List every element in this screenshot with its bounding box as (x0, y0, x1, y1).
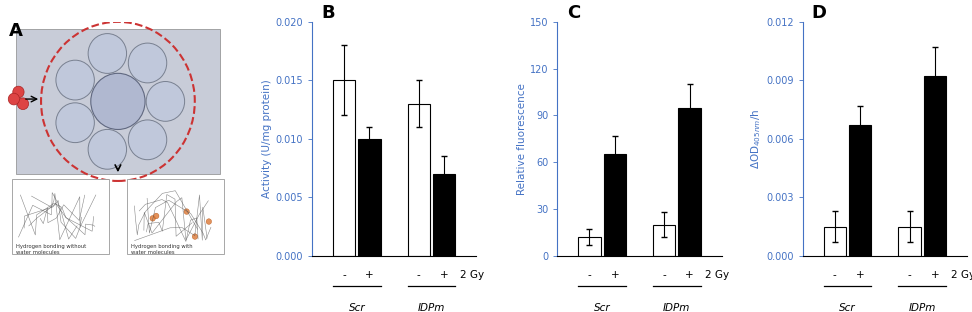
Text: 2 Gy: 2 Gy (460, 270, 484, 280)
Text: 2 Gy: 2 Gy (951, 270, 972, 280)
Bar (332, 80, 356, 256)
Text: IDPm: IDPm (663, 303, 690, 312)
Circle shape (88, 34, 126, 73)
Text: -: - (662, 270, 666, 280)
Circle shape (128, 120, 167, 160)
Bar (849, 125, 872, 256)
Text: +: + (685, 270, 694, 280)
Text: A: A (10, 22, 23, 40)
Title: C: C (567, 4, 580, 22)
Text: -: - (342, 270, 346, 280)
Circle shape (146, 81, 185, 121)
Text: +: + (440, 270, 448, 280)
Text: Scr: Scr (839, 303, 856, 312)
Text: +: + (610, 270, 619, 280)
Circle shape (90, 73, 145, 129)
Circle shape (88, 129, 126, 169)
Bar (359, 139, 381, 256)
Bar (653, 225, 676, 256)
Bar (407, 104, 430, 256)
Text: Hydrogen bonding without
water molecules: Hydrogen bonding without water molecules (17, 244, 87, 255)
Text: +: + (856, 270, 864, 280)
Circle shape (154, 213, 159, 219)
Text: +: + (930, 270, 939, 280)
Text: Hydrogen bonding with
water molecules: Hydrogen bonding with water molecules (131, 244, 193, 255)
Text: -: - (417, 270, 421, 280)
Text: 2 Gy: 2 Gy (706, 270, 729, 280)
Bar (433, 174, 456, 256)
Circle shape (184, 209, 190, 214)
Circle shape (206, 219, 212, 224)
Y-axis label: $\Delta$OD$_{405nm}$/h: $\Delta$OD$_{405nm}$/h (749, 109, 763, 169)
Text: -: - (833, 270, 837, 280)
Circle shape (56, 103, 94, 143)
Y-axis label: Activity (U/mg protein): Activity (U/mg protein) (262, 80, 272, 198)
Bar (678, 108, 701, 256)
Bar (898, 227, 920, 256)
Bar (127, 178, 225, 253)
Text: -: - (908, 270, 912, 280)
Text: -: - (587, 270, 591, 280)
Text: IDPm: IDPm (418, 303, 445, 312)
Bar (12, 178, 109, 253)
Title: D: D (812, 4, 826, 22)
Text: +: + (365, 270, 374, 280)
Bar (17, 29, 220, 174)
Text: Scr: Scr (348, 303, 365, 312)
Title: B: B (322, 4, 335, 22)
Bar (578, 237, 601, 256)
Circle shape (56, 60, 94, 100)
Circle shape (192, 234, 197, 239)
Bar (823, 227, 846, 256)
Text: IDPm: IDPm (909, 303, 936, 312)
Bar (604, 154, 626, 256)
Circle shape (13, 86, 24, 98)
Bar (923, 76, 946, 256)
Y-axis label: Relative fluorescence: Relative fluorescence (517, 83, 527, 195)
Circle shape (8, 93, 19, 105)
Circle shape (17, 98, 28, 110)
Text: Scr: Scr (594, 303, 610, 312)
Circle shape (128, 43, 167, 83)
Circle shape (150, 216, 156, 221)
